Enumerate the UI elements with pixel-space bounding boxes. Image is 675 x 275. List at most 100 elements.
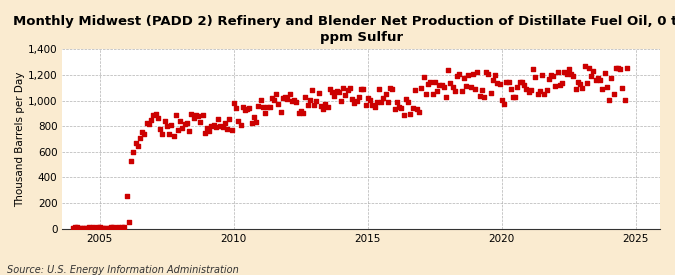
Point — [206, 124, 217, 128]
Point — [429, 80, 440, 85]
Point — [467, 72, 478, 76]
Point — [209, 123, 219, 128]
Point — [474, 94, 485, 98]
Point — [403, 100, 414, 104]
Point — [134, 135, 145, 140]
Point — [228, 101, 239, 106]
Point — [177, 126, 188, 131]
Point — [448, 85, 458, 89]
Point — [117, 225, 128, 229]
Point — [221, 127, 232, 131]
Point — [545, 73, 556, 77]
Point — [309, 103, 320, 107]
Point — [371, 100, 382, 104]
Point — [452, 74, 462, 79]
Point — [526, 87, 537, 92]
Point — [338, 86, 349, 90]
Point — [601, 85, 612, 89]
Point — [487, 78, 498, 82]
Point — [95, 224, 105, 229]
Point — [454, 72, 465, 76]
Point — [369, 105, 380, 109]
Point — [414, 110, 425, 114]
Point — [351, 98, 362, 103]
Point — [499, 102, 510, 106]
Point — [477, 88, 487, 92]
Point — [231, 106, 242, 110]
Point — [248, 115, 259, 119]
Point — [378, 96, 389, 100]
Point — [409, 88, 420, 93]
Point — [325, 87, 335, 92]
Point — [425, 79, 436, 84]
Point — [126, 159, 136, 163]
Point — [148, 112, 159, 117]
Point — [146, 118, 157, 122]
Point — [528, 67, 539, 71]
Point — [217, 125, 228, 129]
Point — [396, 106, 407, 110]
Point — [260, 111, 271, 116]
Point — [450, 88, 460, 93]
Point — [481, 70, 491, 74]
Point — [610, 66, 621, 70]
Point — [438, 85, 449, 89]
Point — [153, 116, 163, 120]
Point — [603, 98, 614, 102]
Point — [552, 70, 563, 75]
Point — [211, 125, 221, 129]
Title: Monthly Midwest (PADD 2) Refinery and Blender Net Production of Distillate Fuel : Monthly Midwest (PADD 2) Refinery and Bl… — [13, 15, 675, 44]
Point — [584, 66, 595, 70]
Point — [485, 90, 496, 95]
Point — [530, 75, 541, 79]
Point — [110, 226, 121, 230]
Point — [139, 132, 150, 136]
Point — [184, 129, 194, 133]
Point — [557, 81, 568, 85]
Point — [242, 107, 252, 111]
Point — [306, 88, 317, 92]
Point — [572, 79, 583, 84]
Point — [496, 98, 507, 102]
Point — [599, 71, 610, 75]
Point — [271, 92, 281, 97]
Point — [441, 95, 452, 99]
Point — [311, 99, 322, 104]
Point — [296, 108, 306, 113]
Point — [298, 110, 308, 115]
Point — [112, 225, 123, 229]
Point — [333, 90, 344, 95]
Point — [199, 131, 210, 135]
Point — [159, 119, 170, 123]
Point — [570, 87, 581, 91]
Point — [356, 87, 367, 92]
Point — [479, 95, 489, 99]
Point — [360, 103, 371, 107]
Point — [543, 76, 554, 81]
Point — [503, 79, 514, 84]
Point — [293, 111, 304, 115]
Point — [559, 69, 570, 74]
Point — [443, 68, 454, 72]
Point — [347, 97, 358, 101]
Point — [161, 124, 172, 128]
Point — [190, 112, 201, 117]
Point — [436, 82, 447, 87]
Point — [99, 226, 109, 230]
Point — [224, 117, 235, 121]
Point — [344, 86, 355, 90]
Point — [284, 91, 295, 96]
Point — [561, 72, 572, 76]
Point — [519, 83, 530, 87]
Point — [588, 69, 599, 73]
Point — [267, 96, 277, 100]
Point — [380, 92, 391, 97]
Point — [349, 101, 360, 105]
Point — [250, 120, 261, 125]
Y-axis label: Thousand Barrels per Day: Thousand Barrels per Day — [15, 71, 25, 207]
Point — [244, 106, 255, 110]
Point — [590, 78, 601, 82]
Point — [445, 81, 456, 86]
Point — [175, 119, 186, 123]
Point — [72, 225, 83, 230]
